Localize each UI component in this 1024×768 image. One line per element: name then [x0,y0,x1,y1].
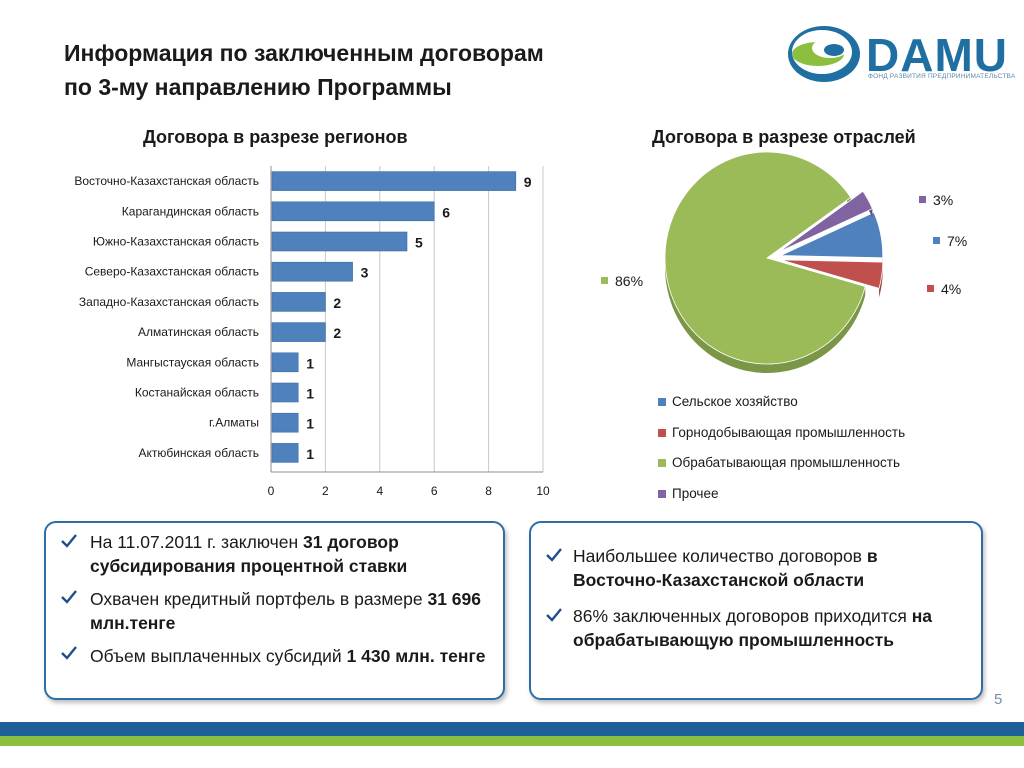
bar [271,352,299,373]
pie-label-marker [933,237,940,244]
bar [271,292,326,312]
bar-value-label: 1 [306,386,314,402]
bar [271,231,408,252]
bullet-bold-text: 31 696 млн.тенге [90,589,481,633]
legend-label: Обрабатывающая промышленность [672,455,901,470]
category-label: Мангыстауская область [126,355,259,369]
bar-value-label: 6 [442,204,450,220]
pie-chart-title: Договора в разрезе отраслей [652,127,916,147]
bar-value-label: 5 [415,235,423,251]
summary-box-left: На 11.07.2011 г. заключен 31 договор суб… [44,521,505,700]
summary-bullet-4: Наибольшее количество договоров в Восточ… [573,544,963,592]
bullet-text: Объем выплаченных субсидий [90,646,347,666]
bullet-text: На 11.07.2011 г. заключен [90,532,303,552]
x-tick-label: 2 [322,484,329,498]
bar-value-label: 2 [333,295,341,311]
x-tick-label: 8 [485,484,492,498]
bullet-bold-text: на обрабатывающую промышленность [573,606,933,650]
pie-slice [780,259,884,289]
category-label: Восточно-Казахстанская область [74,174,259,188]
industries-pie-chart: 7% 4% 86% 3% [601,151,967,373]
summary-bullet-2: Охвачен кредитный портфель в размере 31 … [90,587,490,635]
pie-label-marker [927,285,934,292]
bullet-bold-text: в Восточно-Казахстанской области [573,546,878,590]
legend-label: Сельское хозяйство [672,394,798,409]
slide-title: Информация по заключенным договорам по 3… [64,36,704,104]
check-icon [61,534,77,548]
legend-swatch-red [658,428,666,437]
legend-label: Горнодобывающая промышленность [672,424,906,440]
pie-slice [778,190,873,253]
logo-text: DAMU [866,29,1008,81]
pie-data-label: 7% [947,233,967,249]
category-label: г.Алматы [209,416,259,430]
category-label: Южно-Казахстанская область [93,235,259,249]
summary-box-right: Наибольшее количество договоров в Восточ… [529,521,983,700]
pie-slice [664,151,866,365]
pie-legend: Сельское хозяйство Горнодобывающая промы… [658,392,905,514]
x-tick-label: 10 [536,484,550,498]
legend-swatch-green [658,459,666,467]
bar [271,443,299,463]
category-label: Карагандинская область [122,204,259,218]
bar [271,382,299,403]
legend-swatch-blue [658,398,666,406]
check-icon [61,646,77,660]
legend-item-manufacturing: Обрабатывающая промышленность [658,453,905,484]
regions-bar-chart: 0 2 4 6 8 10 Восточно-Казахстанская область 9 Ка… [74,166,550,498]
x-tick-label: 6 [431,484,438,498]
bar [271,412,299,433]
bar-value-label: 1 [306,416,314,432]
legend-item-mining: Горнодобывающая промышленность [658,423,905,454]
category-label: Алматинская область [138,325,259,339]
x-tick-label: 0 [268,484,275,498]
footer-stripe-green [0,736,1024,746]
x-tick-label: 4 [376,484,383,498]
pie-slice [780,211,884,259]
bullet-text: Наибольшее количество договоров [573,546,867,566]
bar [271,201,435,222]
legend-label: Прочее [672,485,719,501]
bullet-text: Охвачен кредитный портфель в размере [90,589,428,609]
title-line-2: по 3-му направлению Программы [64,74,452,100]
pie-label-marker [601,277,608,284]
pie-data-label: 86% [615,273,643,289]
legend-swatch-purple [658,489,666,498]
summary-bullet-1: На 11.07.2011 г. заключен 31 договор суб… [90,530,490,578]
bar-value-label: 9 [524,174,532,190]
pie-data-label: 3% [933,192,953,208]
summary-bullet-5: 86% заключенных договоров приходится на … [573,604,963,652]
pie-data-label: 4% [941,281,961,297]
bar [271,261,353,282]
footer-stripe-white [0,746,1024,768]
category-label: Северо-Казахстанская область [85,265,259,279]
bar [271,322,326,342]
footer-stripe-blue [0,722,1024,736]
category-label: Актюбинская область [138,446,259,460]
damu-logo-icon [788,26,860,82]
category-label: Костанайская область [135,386,259,400]
bar-value-label: 1 [306,355,314,371]
bullet-bold-text: 31 договор субсидирования процентной ста… [90,532,408,576]
bullet-text: 86% заключенных договоров приходится [573,606,912,626]
bar [271,171,517,191]
bar-value-label: 2 [333,325,341,341]
check-icon [546,608,562,622]
legend-item-other: Прочее [658,484,905,515]
bullet-bold-text: 1 430 млн. тенге [346,646,486,666]
logo-subtitle: ФОНД РАЗВИТИЯ ПРЕДПРИНИМАТЕЛЬСТВА [868,73,1016,80]
bar-chart-title: Договора в разрезе регионов [143,127,408,147]
title-line-1: Информация по заключенным договорам [64,40,544,66]
check-icon [546,548,562,562]
pie-slice-side [879,262,883,298]
page-number: 5 [994,691,1003,708]
bar-value-label: 3 [361,265,369,281]
legend-item-agriculture: Сельское хозяйство [658,392,905,423]
category-label: Западно-Казахстанская область [79,295,259,309]
check-icon [61,590,77,604]
pie-label-marker [919,196,926,203]
bar-value-label: 1 [306,446,314,462]
summary-bullet-3: Объем выплаченных субсидий 1 430 млн. те… [90,644,490,668]
